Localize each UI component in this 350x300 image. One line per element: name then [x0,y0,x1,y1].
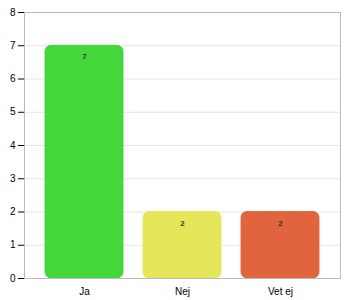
svg-text:2: 2 [10,206,16,217]
svg-text:7: 7 [82,52,87,61]
svg-text:0: 0 [10,273,16,284]
svg-text:6: 6 [10,73,16,84]
svg-text:1: 1 [10,239,16,250]
svg-text:5: 5 [10,106,16,117]
svg-text:Ja: Ja [79,286,90,297]
svg-text:4: 4 [10,140,16,151]
svg-text:3: 3 [10,173,16,184]
svg-text:8: 8 [10,7,16,18]
svg-text:7: 7 [10,40,16,51]
svg-text:Vet ej: Vet ej [268,286,293,297]
svg-text:2: 2 [180,219,185,228]
svg-text:2: 2 [278,219,283,228]
svg-text:Nej: Nej [175,286,190,297]
